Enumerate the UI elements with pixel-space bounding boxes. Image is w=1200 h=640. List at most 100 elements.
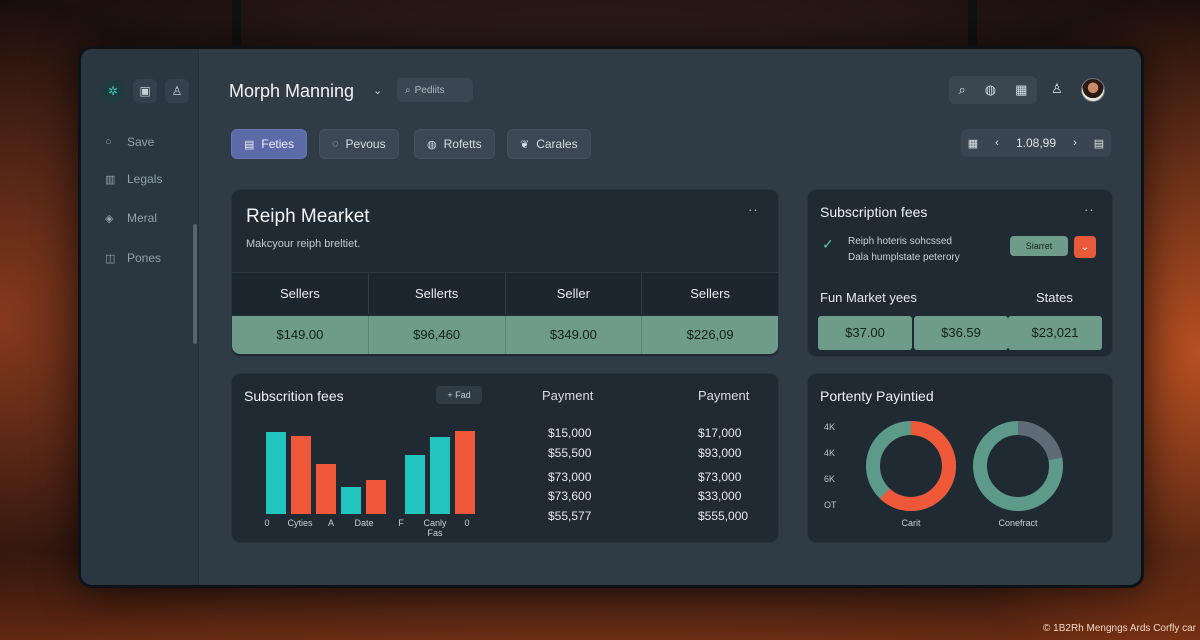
search-icon: ⌕	[405, 84, 411, 96]
sidebar: ✲ ▣ ♙ ○ Save ▥ Legals ◈ Meral ◫ Pones	[81, 49, 199, 585]
column-header[interactable]: Seller	[506, 273, 643, 314]
toolbar-icons: ⌕ ◍ ▦	[949, 76, 1037, 104]
tab-carales[interactable]: ❦ Carales	[507, 129, 591, 159]
chart-bar[interactable]	[455, 431, 475, 514]
chart-bar[interactable]	[405, 455, 425, 514]
search-input[interactable]: ⌕ Pediits	[397, 78, 473, 102]
tab-label: Rofetts	[443, 137, 482, 151]
add-button[interactable]: + Fad	[436, 386, 482, 404]
donut-segment[interactable]	[866, 421, 956, 511]
bars-icon: ▥	[105, 173, 116, 186]
fee-value: $23,021	[1008, 316, 1102, 350]
doc-icon: ◫	[105, 252, 116, 265]
fees-chart-card: Subscrition fees + Fad 0 Cyties A Date F…	[231, 373, 779, 543]
pager: ▦ ‹ 1.08,99 › ▤	[961, 129, 1111, 157]
market-table-header: Sellers Sellerts Seller Sellers	[232, 272, 778, 314]
donut-label: Carit	[901, 518, 921, 528]
tab-rofetts[interactable]: ◍ Rofetts	[414, 129, 495, 159]
payment-value: $93,000	[698, 446, 742, 460]
start-button[interactable]: Siarret	[1010, 236, 1068, 256]
pager-value: 1.08,99	[1015, 136, 1057, 150]
chart-bar[interactable]	[341, 487, 361, 514]
hexagon-icon[interactable]: ✲	[101, 79, 125, 103]
fee-value: $37.00	[818, 316, 912, 350]
chart-bar[interactable]	[366, 480, 386, 514]
bar-chart	[266, 431, 475, 514]
column-header[interactable]: Sellerts	[369, 273, 506, 314]
search-icon: ○	[105, 136, 112, 148]
axis-tick-label: 4K	[824, 448, 836, 458]
button-label: Siarret	[1025, 241, 1053, 251]
payment-value: $555,000	[698, 509, 749, 523]
x-tick-label: Date	[354, 518, 374, 528]
chart-bar[interactable]	[291, 436, 311, 514]
globe-icon: ◍	[427, 138, 437, 151]
chart-title: Subscrition fees	[244, 388, 344, 404]
x-tick-label: Canly Fas	[423, 518, 447, 538]
grid-icon[interactable]: ▦	[1015, 82, 1028, 97]
chevron-right-icon[interactable]: ›	[1073, 137, 1077, 149]
shield-icon: ◌	[332, 138, 339, 150]
sidebar-scrollbar[interactable]	[193, 224, 197, 344]
app-title: Morph Manning	[229, 81, 355, 101]
chart-bar[interactable]	[430, 437, 450, 514]
subscription-right-heading: States	[1036, 290, 1073, 305]
search-icon[interactable]: ⌕	[958, 82, 966, 97]
leaf-icon: ❦	[520, 138, 530, 151]
sidebar-item-meral[interactable]: ◈ Meral	[105, 211, 157, 225]
donut-label: Conefract	[998, 518, 1038, 528]
subscription-left-heading: Fun Market yees	[820, 290, 917, 305]
market-title: Reiph Mearket	[246, 206, 370, 227]
globe-icon[interactable]: ◍	[984, 82, 997, 97]
sidebar-item-save[interactable]: ○ Save	[105, 135, 154, 149]
payment-value: $73,000	[548, 470, 592, 484]
sidebar-item-label: Pones	[127, 251, 162, 265]
sidebar-top-icons: ✲ ▣ ♙	[101, 79, 189, 103]
sidebar-item-label: Legals	[127, 172, 163, 186]
tab-label: Feties	[261, 137, 295, 151]
x-tick-label: Cyties	[287, 518, 313, 528]
dropdown-button[interactable]: ⌄	[1074, 236, 1096, 258]
x-tick-label: F	[398, 518, 404, 528]
more-icon[interactable]: ··	[1084, 202, 1095, 217]
property-title: Portenty Payintied	[820, 388, 934, 404]
column-header[interactable]: Sellers	[232, 273, 369, 314]
sidebar-item-pones[interactable]: ◫ Pones	[105, 251, 161, 265]
user-icon[interactable]: ♙	[1051, 81, 1063, 96]
add-label: Fad	[455, 390, 471, 400]
subscription-card: Subscription fees ·· ✓ Reiph hoteris soh…	[807, 189, 1113, 357]
image-icon[interactable]: ▣	[133, 79, 157, 103]
chart-bar[interactable]	[316, 464, 336, 514]
payment-value: $17,000	[698, 426, 742, 440]
table-row[interactable]: $149.00 $96,460 $349.00 $226,09	[232, 316, 778, 354]
avatar[interactable]	[1081, 78, 1105, 102]
payment-header: Payment	[698, 388, 750, 403]
grid-icon[interactable]: ▦	[967, 137, 979, 150]
property-card: Portenty Payintied 4K 4K 6K OT Carit Con…	[807, 373, 1113, 543]
chevron-left-icon[interactable]: ‹	[995, 137, 999, 149]
user-icon[interactable]: ♙	[165, 79, 189, 103]
fee-value: $36.59	[914, 316, 1008, 350]
payment-value: $55,500	[548, 446, 592, 460]
sidebar-item-legals[interactable]: ▥ Legals	[105, 172, 162, 186]
table-icon[interactable]: ▤	[1093, 137, 1105, 150]
watermark-text: © 1B2Rh Mengngs Ards Corfly car	[1043, 623, 1196, 634]
mount-rod-left	[232, 0, 241, 46]
tab-feties[interactable]: ▤ Feties	[231, 129, 308, 159]
payment-header: Payment	[542, 388, 594, 403]
calendar-icon: ▤	[244, 138, 255, 151]
payment-value: $73,000	[698, 470, 742, 484]
column-header[interactable]: Sellers	[690, 286, 730, 301]
donut-segment[interactable]	[973, 421, 1063, 511]
subscription-line: Reiph hoteris sohcssed	[848, 236, 952, 247]
chevron-down-icon[interactable]: ⌄	[373, 85, 383, 97]
more-icon[interactable]: ··	[748, 202, 759, 217]
tab-pevous[interactable]: ◌ Pevous	[319, 129, 399, 159]
table-cell: $349.00	[506, 316, 643, 354]
chart-bar[interactable]	[266, 432, 286, 514]
x-tick-label: A	[327, 518, 334, 528]
market-subtitle: Makcyour reiph breltiet.	[246, 238, 361, 250]
tab-label: Carales	[536, 137, 578, 151]
mount-rod-right	[968, 0, 977, 46]
table-cell: $96,460	[369, 316, 506, 354]
